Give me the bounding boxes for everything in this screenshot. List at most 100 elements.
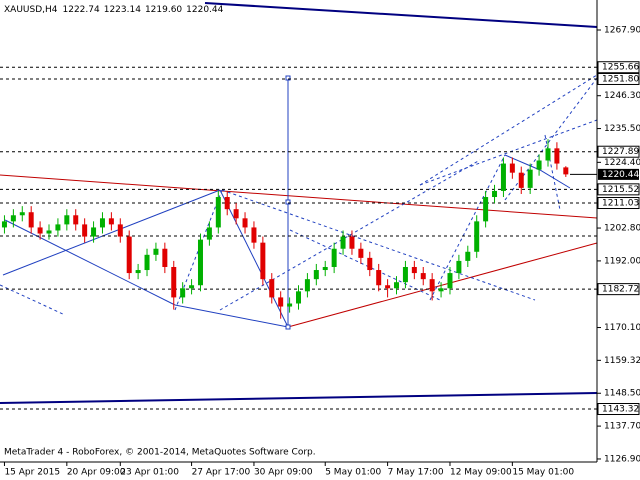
candle-body	[331, 248, 337, 267]
candle-body	[197, 239, 203, 286]
candle-body	[117, 224, 123, 237]
candle-body	[28, 212, 34, 228]
last-price-label: 1220.44	[602, 170, 639, 180]
level-label: 1143.32	[602, 405, 639, 415]
candle-body	[1, 221, 7, 228]
candle-body	[242, 218, 248, 228]
y-tick-label: 1170.10	[604, 323, 640, 333]
level-label: 1215.52	[602, 185, 639, 195]
y-tick-label: 1267.90	[604, 25, 640, 35]
candle-body	[536, 160, 542, 170]
level-box	[597, 283, 640, 296]
anchor	[285, 199, 291, 205]
x-tick-label: 30 Apr 09:00	[254, 468, 313, 478]
y-tick-label: 1137.70	[604, 422, 640, 432]
level-box	[597, 61, 640, 74]
candle-body	[500, 163, 506, 191]
candle-body	[269, 279, 275, 298]
candle-body	[108, 218, 114, 225]
x-tick-label: 12 May 09:00	[450, 468, 512, 478]
level-box	[597, 183, 640, 196]
candle-body	[135, 270, 141, 274]
trend-line	[204, 2, 598, 28]
candle-body	[527, 169, 533, 188]
level-label: 1211.03	[602, 199, 639, 209]
x-tick-label: 27 Apr 17:00	[192, 468, 251, 478]
anchor	[285, 75, 291, 81]
candle-body	[563, 167, 569, 175]
y-tick-label: 1192.00	[604, 256, 640, 266]
candle-body	[64, 215, 70, 225]
y-tick-label: 1202.80	[604, 224, 640, 234]
y-tick-label: 1235.50	[604, 124, 640, 134]
candle-body	[215, 197, 221, 228]
trend-line	[4, 219, 176, 306]
x-tick-label: 15 May 01:00	[512, 468, 574, 478]
candle-body	[144, 254, 150, 271]
footer: MetaTrader 4 - RoboForex, © 2001-2014, M…	[4, 448, 316, 458]
candle-body	[411, 266, 417, 274]
candle-body	[260, 242, 266, 280]
candle-body	[251, 227, 257, 243]
trend-line	[221, 189, 536, 301]
candle-body	[367, 257, 373, 271]
candle-body	[189, 285, 195, 289]
candle-body	[483, 197, 489, 222]
x-tick-label: 15 Apr 2015	[4, 468, 60, 478]
trend-line	[0, 174, 598, 219]
candle-body	[82, 224, 88, 237]
candle-body	[171, 266, 177, 298]
candle-body	[554, 148, 560, 164]
candle-body	[429, 279, 435, 292]
trend-line	[419, 119, 598, 186]
trend-line	[419, 74, 598, 186]
ohlc-value: 1223.14	[104, 5, 141, 15]
candle-body	[206, 227, 212, 240]
level-box	[597, 403, 640, 416]
trend-line	[174, 304, 289, 328]
y-tick-label: 1224.40	[604, 158, 640, 168]
y-tick-label: 1246.30	[604, 91, 640, 101]
x-tick-label: 5 May 01:00	[325, 468, 381, 478]
candle-body	[474, 221, 480, 252]
candle-body	[10, 215, 16, 222]
trend-line	[219, 189, 289, 328]
level-label: 1255.66	[602, 63, 639, 73]
ohlc-value: 1219.60	[145, 5, 182, 15]
level-label: 1251.80	[602, 74, 639, 84]
candle-body	[394, 282, 400, 289]
anchor	[285, 324, 291, 330]
candle-body	[46, 230, 52, 234]
candle-body	[509, 163, 515, 173]
candle-body	[438, 288, 444, 292]
level-box	[597, 72, 640, 85]
x-tick-label: 23 Apr 01:00	[120, 468, 179, 478]
candle-body	[91, 227, 97, 237]
trend-line	[287, 242, 598, 328]
candle-body	[37, 227, 43, 234]
candle-body	[385, 285, 391, 289]
candle-body	[349, 236, 355, 249]
candle-body	[153, 248, 159, 255]
candle-body	[376, 270, 382, 286]
candle-body	[304, 279, 310, 292]
chart-header: XAUUSD,H4 1222.74 1223.14 1219.60 1220.44	[4, 5, 224, 15]
x-tick-label: 7 May 17:00	[388, 468, 444, 478]
candle-body	[278, 297, 284, 307]
candle-body	[447, 273, 453, 289]
candle-body	[73, 215, 79, 225]
level-box	[597, 197, 640, 210]
candle-body	[358, 248, 364, 258]
x-tick-label: 20 Apr 09:00	[67, 468, 126, 478]
candle-body	[126, 236, 132, 274]
level-box	[597, 145, 640, 158]
trend-line	[504, 154, 571, 189]
candle-body	[287, 303, 293, 307]
y-tick-label: 1148.50	[604, 389, 640, 399]
candle-body	[19, 212, 25, 216]
symbol: XAUUSD,H4	[4, 5, 58, 15]
y-tick-label: 1126.90	[604, 454, 640, 464]
candle-body	[162, 248, 168, 267]
trend-line	[0, 392, 598, 404]
